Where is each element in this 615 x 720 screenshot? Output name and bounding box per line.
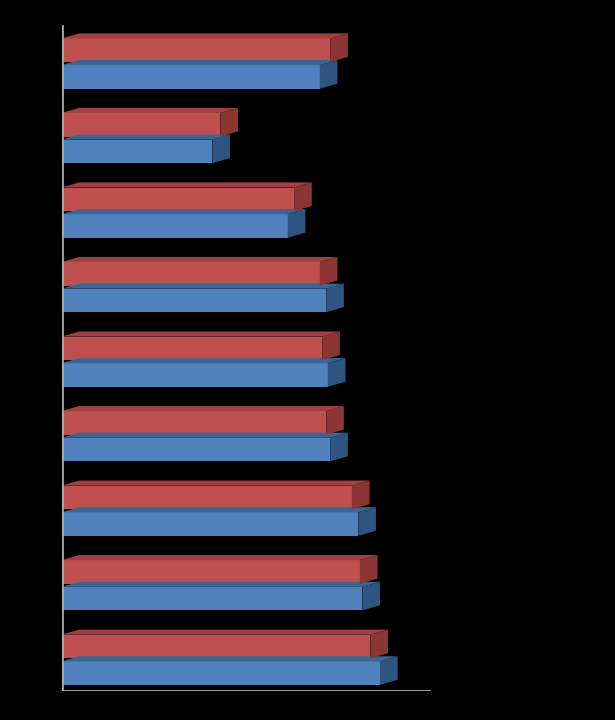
Polygon shape bbox=[62, 657, 398, 662]
Polygon shape bbox=[62, 33, 348, 38]
Polygon shape bbox=[330, 433, 348, 462]
Polygon shape bbox=[62, 629, 388, 635]
Polygon shape bbox=[294, 182, 312, 211]
Polygon shape bbox=[62, 209, 306, 215]
Polygon shape bbox=[62, 38, 330, 62]
Polygon shape bbox=[320, 60, 338, 89]
Polygon shape bbox=[62, 65, 320, 89]
Polygon shape bbox=[62, 587, 362, 611]
Polygon shape bbox=[328, 358, 346, 387]
Polygon shape bbox=[62, 336, 322, 360]
Polygon shape bbox=[62, 284, 344, 289]
Polygon shape bbox=[62, 582, 380, 587]
Polygon shape bbox=[62, 262, 320, 286]
Polygon shape bbox=[212, 135, 230, 163]
Polygon shape bbox=[360, 555, 378, 584]
Polygon shape bbox=[62, 187, 294, 211]
Polygon shape bbox=[62, 215, 288, 238]
Polygon shape bbox=[326, 284, 344, 312]
Polygon shape bbox=[62, 513, 359, 536]
Polygon shape bbox=[62, 140, 212, 163]
Polygon shape bbox=[62, 289, 326, 312]
Polygon shape bbox=[288, 209, 306, 238]
Polygon shape bbox=[62, 438, 330, 462]
Polygon shape bbox=[62, 135, 230, 140]
Polygon shape bbox=[62, 662, 380, 685]
Polygon shape bbox=[62, 182, 312, 187]
Polygon shape bbox=[62, 358, 346, 364]
Polygon shape bbox=[62, 364, 328, 387]
Polygon shape bbox=[62, 555, 378, 560]
Polygon shape bbox=[62, 411, 326, 435]
Polygon shape bbox=[326, 406, 344, 435]
Polygon shape bbox=[380, 657, 398, 685]
Polygon shape bbox=[359, 507, 376, 536]
Polygon shape bbox=[320, 257, 338, 286]
Polygon shape bbox=[352, 480, 370, 509]
Polygon shape bbox=[62, 433, 348, 438]
Polygon shape bbox=[62, 113, 220, 137]
Polygon shape bbox=[370, 629, 388, 658]
Polygon shape bbox=[362, 582, 380, 611]
Polygon shape bbox=[220, 108, 238, 137]
Polygon shape bbox=[330, 33, 348, 62]
Polygon shape bbox=[62, 635, 370, 658]
Polygon shape bbox=[62, 560, 360, 584]
Polygon shape bbox=[62, 257, 338, 262]
Polygon shape bbox=[322, 331, 340, 360]
Polygon shape bbox=[62, 486, 352, 509]
Polygon shape bbox=[62, 108, 238, 113]
Polygon shape bbox=[62, 406, 344, 411]
Polygon shape bbox=[62, 331, 340, 336]
Polygon shape bbox=[62, 480, 370, 486]
Polygon shape bbox=[62, 507, 376, 513]
Polygon shape bbox=[62, 60, 338, 65]
